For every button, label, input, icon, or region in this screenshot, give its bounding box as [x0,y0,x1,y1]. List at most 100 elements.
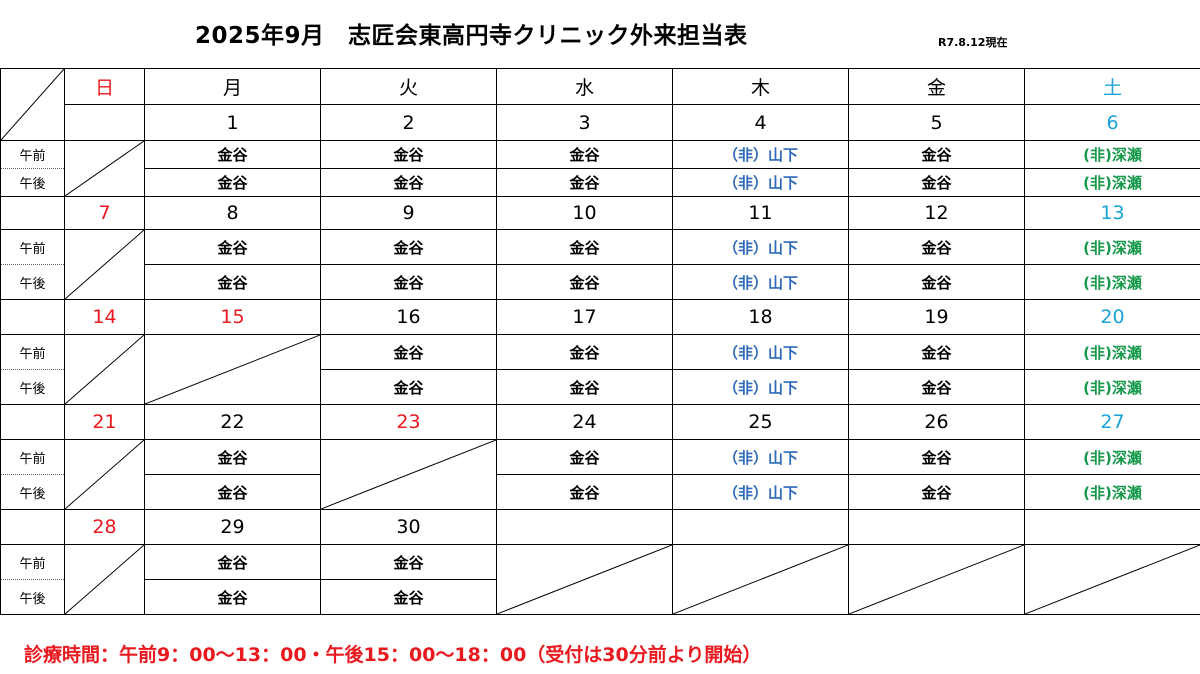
session-cell: (非)深瀬 [1024,168,1200,197]
pm-label: 午後 [0,369,65,405]
date-row: 1 2 3 4 5 6 [1,104,1200,141]
blank-label-cell [0,196,65,230]
session-cell: (非)深瀬 [1024,140,1200,169]
date-row: 28 29 30 [0,509,1200,545]
session-cell: 金谷 [320,579,497,615]
session-cell: (非)深瀬 [1024,439,1200,475]
weekday-header-row: 日 月 火 水 木 金 土 [0,68,1200,141]
session-cell: （非）山下 [672,264,849,300]
date-cell: 15 [144,299,321,335]
session-cell: 金谷 [848,264,1025,300]
am-label: 午前 [0,229,65,265]
date-cell: 25 [672,404,849,440]
session-cell: 金谷 [144,264,321,300]
date-cell: 11 [672,196,849,230]
am-label: 午前 [0,140,65,169]
am-row: 午前 金谷 金谷 [0,544,1200,615]
pm-label: 午後 [0,168,65,197]
session-cell: 金谷 [320,369,497,405]
holiday-closed-cell [320,439,497,510]
date-cell: 17 [496,299,673,335]
schedule-table: 日 月 火 水 木 金 土 1 2 3 4 5 6 午前 金谷 金谷 金谷 （非… [0,68,1200,615]
date-row: 14 15 16 17 18 19 20 [0,299,1200,335]
pm-row: 午後 金谷 金谷 金谷 （非）山下 金谷 (非)深瀬 [0,264,1200,300]
date-cell: 8 [144,196,321,230]
diagonal-line [1025,545,1200,614]
date-cell: 19 [848,299,1025,335]
pm-row: 午後 金谷 金谷 （非）山下 金谷 (非)深瀬 [0,474,1200,510]
date-cell: 1 [144,104,321,141]
date-row: 21 22 23 24 25 26 27 [0,404,1200,440]
am-row: 午前 金谷 金谷 （非）山下 金谷 (非)深瀬 [0,439,1200,510]
weekday-tue: 火 [320,68,497,105]
date-cell [496,509,673,545]
date-cell [672,509,849,545]
session-cell: 金谷 [144,168,321,197]
date-cell: 2 [320,104,497,141]
diagonal-line [65,545,144,614]
diagonal-line [849,545,1024,614]
date-cell: 18 [672,299,849,335]
date-cell: 3 [496,104,673,141]
closed-cell [64,140,145,197]
weekday-mon: 月 [144,68,321,105]
am-row: 午前 金谷 金谷 （非）山下 金谷 (非)深瀬 [0,334,1200,405]
out-of-month-cell [496,544,673,615]
session-cell: 金谷 [496,140,673,169]
out-of-month-cell [672,544,849,615]
date-cell: 28 [64,509,145,545]
am-label: 午前 [0,439,65,475]
page-title: 2025年9月 志匠会東高円寺クリニック外来担当表 [195,23,748,49]
session-cell: (非)深瀬 [1024,474,1200,510]
am-row: 午前 金谷 金谷 金谷 （非）山下 金谷 (非)深瀬 [0,140,1200,197]
session-cell: 金谷 [320,334,497,370]
session-cell: (非)深瀬 [1024,264,1200,300]
session-cell: 金谷 [496,474,673,510]
pm-row: 午後 金谷 金谷 （非）山下 金谷 (非)深瀬 [0,369,1200,405]
session-cell: 金谷 [144,579,321,615]
session-cell: 金谷 [848,140,1025,169]
session-cell: 金谷 [496,168,673,197]
date-cell: 10 [496,196,673,230]
session-cell: 金谷 [496,439,673,475]
date-cell: 26 [848,404,1025,440]
clinic-hours-note: 診療時間：午前9：00～13：00・午後15：00～18：00（受付は30分前よ… [24,644,762,666]
date-cell: 29 [144,509,321,545]
diagonal-line [65,335,144,404]
title-bar: 2025年9月 志匠会東高円寺クリニック外来担当表 R7.8.12現在 [0,0,1200,69]
session-cell: (非)深瀬 [1024,229,1200,265]
date-cell: 4 [672,104,849,141]
am-label: 午前 [0,544,65,580]
session-cell: (非)深瀬 [1024,369,1200,405]
diagonal-line [65,141,144,196]
session-cell: 金谷 [848,334,1025,370]
session-cell: 金谷 [320,140,497,169]
out-of-month-cell [1024,544,1200,615]
am-label: 午前 [0,334,65,370]
closed-cell [64,439,145,510]
pm-row: 午後 金谷 金谷 [0,579,1200,615]
session-cell: 金谷 [144,140,321,169]
date-cell: 20 [1024,299,1200,335]
closed-cell [64,229,145,300]
session-cell: （非）山下 [672,140,849,169]
closed-cell [64,544,145,615]
session-cell: 金谷 [848,439,1025,475]
session-cell: 金谷 [320,544,497,580]
as-of-date: R7.8.12現在 [938,36,1008,49]
session-cell: 金谷 [144,439,321,475]
date-cell: 7 [64,196,145,230]
session-cell: 金谷 [144,474,321,510]
session-cell: (非)深瀬 [1024,334,1200,370]
date-cell: 21 [64,404,145,440]
blank-label-cell [0,299,65,335]
date-cell: 12 [848,196,1025,230]
session-cell: 金谷 [496,229,673,265]
session-cell: 金谷 [496,334,673,370]
weekday-sat: 土 [1024,68,1200,105]
date-cell: 16 [320,299,497,335]
pm-label: 午後 [0,474,65,510]
diagonal-line [65,440,144,509]
session-cell: 金谷 [848,474,1025,510]
date-cell: 23 [320,404,497,440]
